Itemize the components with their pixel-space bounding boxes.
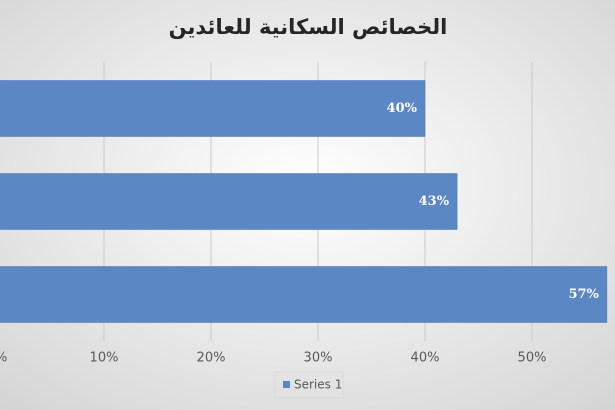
legend-marker <box>283 381 290 388</box>
chart-title: الخصائص السكانية للعائدين <box>169 15 448 39</box>
x-tick-label: 50% <box>518 351 547 366</box>
data-label: 57% <box>568 287 599 302</box>
x-tick-label: 40% <box>411 351 440 366</box>
x-tick-label: 20% <box>197 351 226 366</box>
x-tick-label: 10% <box>90 351 119 366</box>
legend-label: Series 1 <box>294 378 342 392</box>
bar <box>0 80 426 137</box>
bar <box>0 173 458 230</box>
bar <box>0 266 608 323</box>
x-tick-label: 30% <box>304 351 333 366</box>
x-tick-label: 0% <box>0 351 7 366</box>
data-label: 43% <box>419 194 450 209</box>
data-label: 40% <box>387 101 418 116</box>
legend-box <box>274 371 344 399</box>
